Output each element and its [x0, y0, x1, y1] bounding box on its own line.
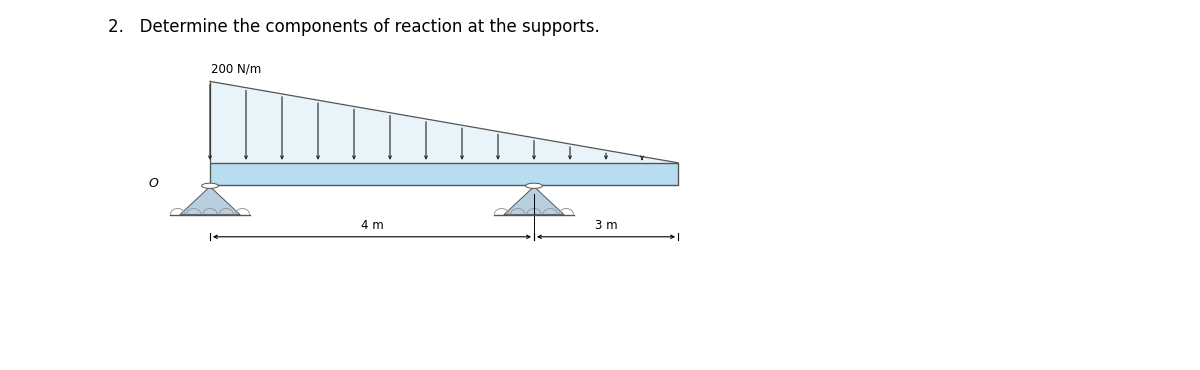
Polygon shape: [210, 81, 678, 163]
Circle shape: [202, 183, 218, 188]
Text: 4 m: 4 m: [361, 219, 383, 232]
Polygon shape: [504, 186, 564, 215]
Circle shape: [526, 183, 542, 188]
Bar: [210, 163, 678, 185]
Text: 200 N/m: 200 N/m: [211, 63, 262, 76]
Text: O: O: [149, 176, 158, 190]
Text: 3 m: 3 m: [595, 219, 617, 232]
Polygon shape: [180, 186, 240, 215]
Text: 2.   Determine the components of reaction at the supports.: 2. Determine the components of reaction …: [108, 18, 600, 37]
